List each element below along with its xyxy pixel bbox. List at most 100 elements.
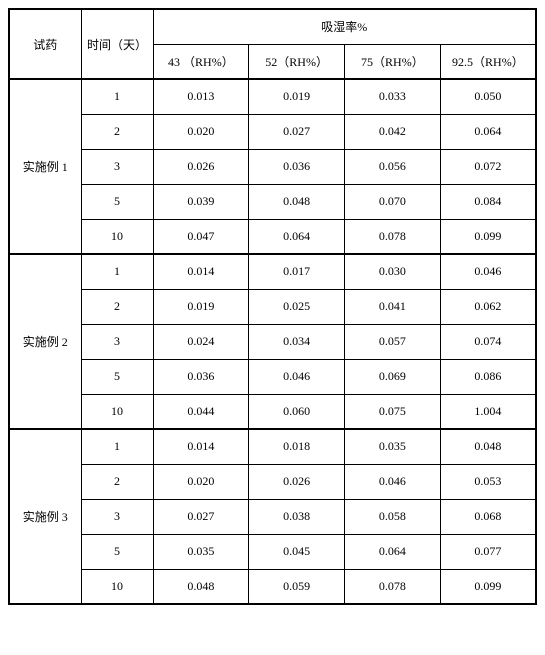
- cell-time: 10: [81, 394, 153, 429]
- cell-time: 2: [81, 464, 153, 499]
- cell-val: 0.020: [153, 464, 249, 499]
- table-row: 10 0.047 0.064 0.078 0.099: [9, 219, 536, 254]
- cell-val: 0.070: [345, 184, 441, 219]
- table-body: 实施例 1 1 0.013 0.019 0.033 0.050 2 0.020 …: [9, 79, 536, 604]
- cell-val: 0.084: [440, 184, 536, 219]
- cell-val: 0.013: [153, 79, 249, 114]
- header-row-1: 试药 时间（天） 吸湿率%: [9, 9, 536, 44]
- cell-val: 0.068: [440, 499, 536, 534]
- cell-val: 0.019: [153, 289, 249, 324]
- cell-val: 0.044: [153, 394, 249, 429]
- cell-val: 0.020: [153, 114, 249, 149]
- cell-val: 0.030: [345, 254, 441, 289]
- cell-time: 1: [81, 79, 153, 114]
- table-row: 实施例 3 1 0.014 0.018 0.035 0.048: [9, 429, 536, 464]
- cell-val: 0.075: [345, 394, 441, 429]
- cell-val: 0.025: [249, 289, 345, 324]
- cell-val: 0.053: [440, 464, 536, 499]
- cell-val: 0.057: [345, 324, 441, 359]
- cell-val: 0.078: [345, 569, 441, 604]
- cell-val: 0.046: [440, 254, 536, 289]
- cell-time: 3: [81, 149, 153, 184]
- col-header-rh-0: 43 （RH%）: [153, 44, 249, 79]
- cell-time: 3: [81, 324, 153, 359]
- cell-val: 0.027: [153, 499, 249, 534]
- table-row: 3 0.026 0.036 0.056 0.072: [9, 149, 536, 184]
- cell-val: 0.014: [153, 254, 249, 289]
- cell-val: 0.026: [249, 464, 345, 499]
- cell-val: 0.024: [153, 324, 249, 359]
- table-row: 5 0.039 0.048 0.070 0.084: [9, 184, 536, 219]
- cell-val: 0.035: [153, 534, 249, 569]
- cell-time: 5: [81, 184, 153, 219]
- cell-val: 0.048: [440, 429, 536, 464]
- cell-val: 0.078: [345, 219, 441, 254]
- col-header-metric: 吸湿率%: [153, 9, 536, 44]
- cell-val: 0.038: [249, 499, 345, 534]
- cell-time: 5: [81, 534, 153, 569]
- group-label: 实施例 2: [9, 254, 81, 429]
- table-row: 3 0.024 0.034 0.057 0.074: [9, 324, 536, 359]
- cell-val: 0.064: [345, 534, 441, 569]
- cell-val: 0.077: [440, 534, 536, 569]
- cell-val: 0.018: [249, 429, 345, 464]
- cell-time: 1: [81, 254, 153, 289]
- cell-val: 0.059: [249, 569, 345, 604]
- cell-val: 1.004: [440, 394, 536, 429]
- table-row: 10 0.044 0.060 0.075 1.004: [9, 394, 536, 429]
- cell-val: 0.064: [249, 219, 345, 254]
- table-row: 5 0.035 0.045 0.064 0.077: [9, 534, 536, 569]
- table-row: 2 0.020 0.026 0.046 0.053: [9, 464, 536, 499]
- cell-val: 0.014: [153, 429, 249, 464]
- cell-val: 0.045: [249, 534, 345, 569]
- cell-time: 2: [81, 289, 153, 324]
- cell-time: 1: [81, 429, 153, 464]
- cell-val: 0.046: [345, 464, 441, 499]
- cell-val: 0.072: [440, 149, 536, 184]
- cell-val: 0.058: [345, 499, 441, 534]
- cell-val: 0.099: [440, 569, 536, 604]
- cell-time: 5: [81, 359, 153, 394]
- col-header-rh-1: 52（RH%）: [249, 44, 345, 79]
- cell-val: 0.019: [249, 79, 345, 114]
- cell-val: 0.048: [153, 569, 249, 604]
- cell-time: 10: [81, 219, 153, 254]
- cell-val: 0.047: [153, 219, 249, 254]
- cell-val: 0.099: [440, 219, 536, 254]
- cell-val: 0.074: [440, 324, 536, 359]
- cell-val: 0.026: [153, 149, 249, 184]
- cell-val: 0.069: [345, 359, 441, 394]
- cell-val: 0.027: [249, 114, 345, 149]
- cell-time: 3: [81, 499, 153, 534]
- table-row: 10 0.048 0.059 0.078 0.099: [9, 569, 536, 604]
- hygroscopicity-table: 试药 时间（天） 吸湿率% 43 （RH%） 52（RH%） 75（RH%） 9…: [8, 8, 537, 605]
- table-row: 2 0.019 0.025 0.041 0.062: [9, 289, 536, 324]
- table-row: 2 0.020 0.027 0.042 0.064: [9, 114, 536, 149]
- table-row: 5 0.036 0.046 0.069 0.086: [9, 359, 536, 394]
- cell-val: 0.017: [249, 254, 345, 289]
- cell-val: 0.046: [249, 359, 345, 394]
- group-label: 实施例 3: [9, 429, 81, 604]
- table-row: 3 0.027 0.038 0.058 0.068: [9, 499, 536, 534]
- cell-val: 0.062: [440, 289, 536, 324]
- col-header-time: 时间（天）: [81, 9, 153, 79]
- cell-val: 0.048: [249, 184, 345, 219]
- cell-val: 0.060: [249, 394, 345, 429]
- cell-val: 0.042: [345, 114, 441, 149]
- table-row: 实施例 1 1 0.013 0.019 0.033 0.050: [9, 79, 536, 114]
- cell-time: 2: [81, 114, 153, 149]
- col-header-sample: 试药: [9, 9, 81, 79]
- cell-val: 0.064: [440, 114, 536, 149]
- cell-val: 0.033: [345, 79, 441, 114]
- col-header-rh-3: 92.5（RH%）: [440, 44, 536, 79]
- cell-val: 0.035: [345, 429, 441, 464]
- cell-val: 0.039: [153, 184, 249, 219]
- cell-val: 0.041: [345, 289, 441, 324]
- group-label: 实施例 1: [9, 79, 81, 254]
- cell-val: 0.050: [440, 79, 536, 114]
- cell-val: 0.036: [153, 359, 249, 394]
- table-row: 实施例 2 1 0.014 0.017 0.030 0.046: [9, 254, 536, 289]
- cell-val: 0.036: [249, 149, 345, 184]
- cell-val: 0.086: [440, 359, 536, 394]
- cell-val: 0.034: [249, 324, 345, 359]
